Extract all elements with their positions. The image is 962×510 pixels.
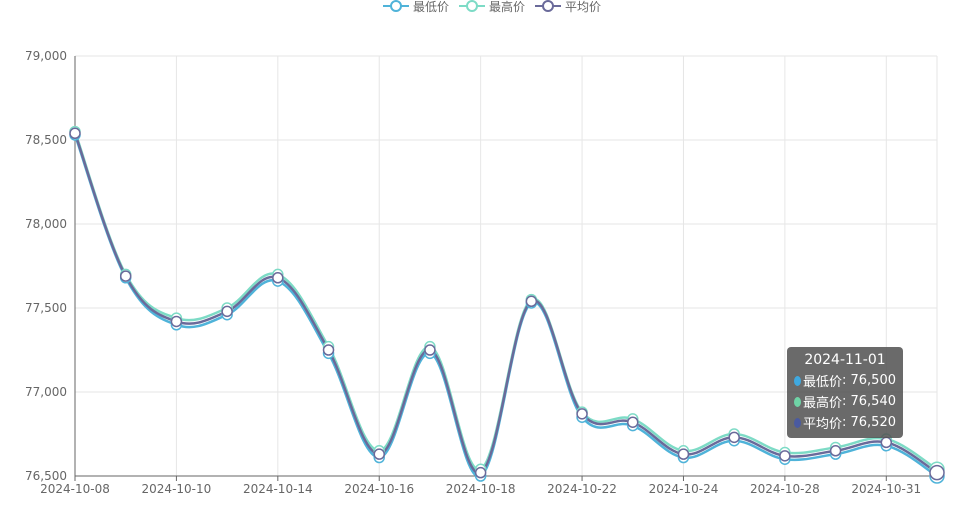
tooltip-max-label: 最高价 (802, 396, 842, 411)
y-tick-label: 77,500 (25, 301, 67, 315)
data-point (170, 315, 183, 328)
x-tick-label: 2024-10-10 (142, 482, 212, 496)
tooltip-min-dot-icon (794, 375, 801, 386)
legend-max-label: 最高价 (489, 0, 526, 14)
legend-avg-label: 平均价 (565, 0, 602, 14)
legend-min-icon (383, 0, 409, 12)
grid-lines (74, 55, 938, 477)
legend-min-label: 最低价 (413, 0, 450, 14)
legend-item-max[interactable]: 最高价 (459, 0, 525, 15)
x-tick-label: 2024-10-24 (649, 482, 719, 496)
legend-item-min[interactable]: 最低价 (383, 0, 449, 15)
legend-item-avg[interactable]: 平均价 (535, 0, 601, 15)
x-tick-label: 2024-10-08 (40, 482, 110, 496)
y-tick-label: 78,000 (25, 217, 67, 231)
x-tick-label: 2024-10-16 (344, 482, 414, 496)
data-point (221, 305, 233, 318)
data-point (576, 408, 588, 420)
data-point (677, 448, 690, 460)
y-tick-label: 79,000 (25, 49, 67, 63)
tooltip-avg-label: 平均价 (802, 417, 842, 432)
data-point (728, 431, 740, 444)
tooltip-min-label: 最低价 (802, 375, 842, 390)
tooltip: 2024-11-01 最低价: 76,500 最高价: 76,540 平均价: … (787, 347, 903, 438)
data-point (424, 344, 436, 356)
x-tick-label: 2024-10-22 (547, 482, 617, 496)
tooltip-max-value: 76,540 (850, 394, 897, 409)
tooltip-avg-dot-icon (794, 417, 801, 428)
data-point (929, 464, 945, 481)
y-tick-label: 76,500 (25, 469, 67, 483)
tooltip-row-min: 最低价: 76,500 (794, 370, 896, 391)
y-tick-label: 78,500 (25, 133, 67, 147)
x-tick-label: 2024-10-31 (851, 482, 921, 496)
legend-avg-icon (535, 0, 562, 12)
data-point (829, 445, 842, 457)
tooltip-row-max: 最高价: 76,540 (794, 391, 896, 412)
data-point (880, 436, 893, 449)
data-point (119, 270, 132, 282)
legend-max-icon (459, 0, 486, 12)
data-point (525, 295, 538, 308)
x-tick-label: 2024-10-14 (243, 482, 313, 496)
data-point (474, 466, 487, 479)
y-tick-label: 77,000 (25, 385, 67, 399)
tooltip-date: 2024-11-01 (804, 352, 886, 368)
x-tick-label: 2024-10-18 (446, 482, 516, 496)
series-points (69, 125, 945, 484)
tooltip-avg-value: 76,520 (850, 415, 897, 430)
data-point (627, 416, 639, 428)
data-point (322, 344, 335, 356)
legend: 最低价 最高价 平均价 (383, 0, 601, 16)
data-point (779, 450, 791, 462)
data-point (373, 448, 385, 460)
data-point (272, 272, 284, 284)
tooltip-max-dot-icon (794, 396, 801, 407)
x-tick-label: 2024-10-28 (750, 482, 820, 496)
data-point (69, 127, 81, 140)
y-axis-tick-labels: 76,500 77,000 77,500 78,000 78,500 79,000 (25, 49, 67, 483)
x-axis-tick-labels: 2024-10-08 2024-10-10 2024-10-14 2024-10-16… (40, 482, 921, 496)
tooltip-row-avg: 平均价: 76,520 (794, 412, 896, 433)
tooltip-min-value: 76,500 (850, 373, 897, 388)
